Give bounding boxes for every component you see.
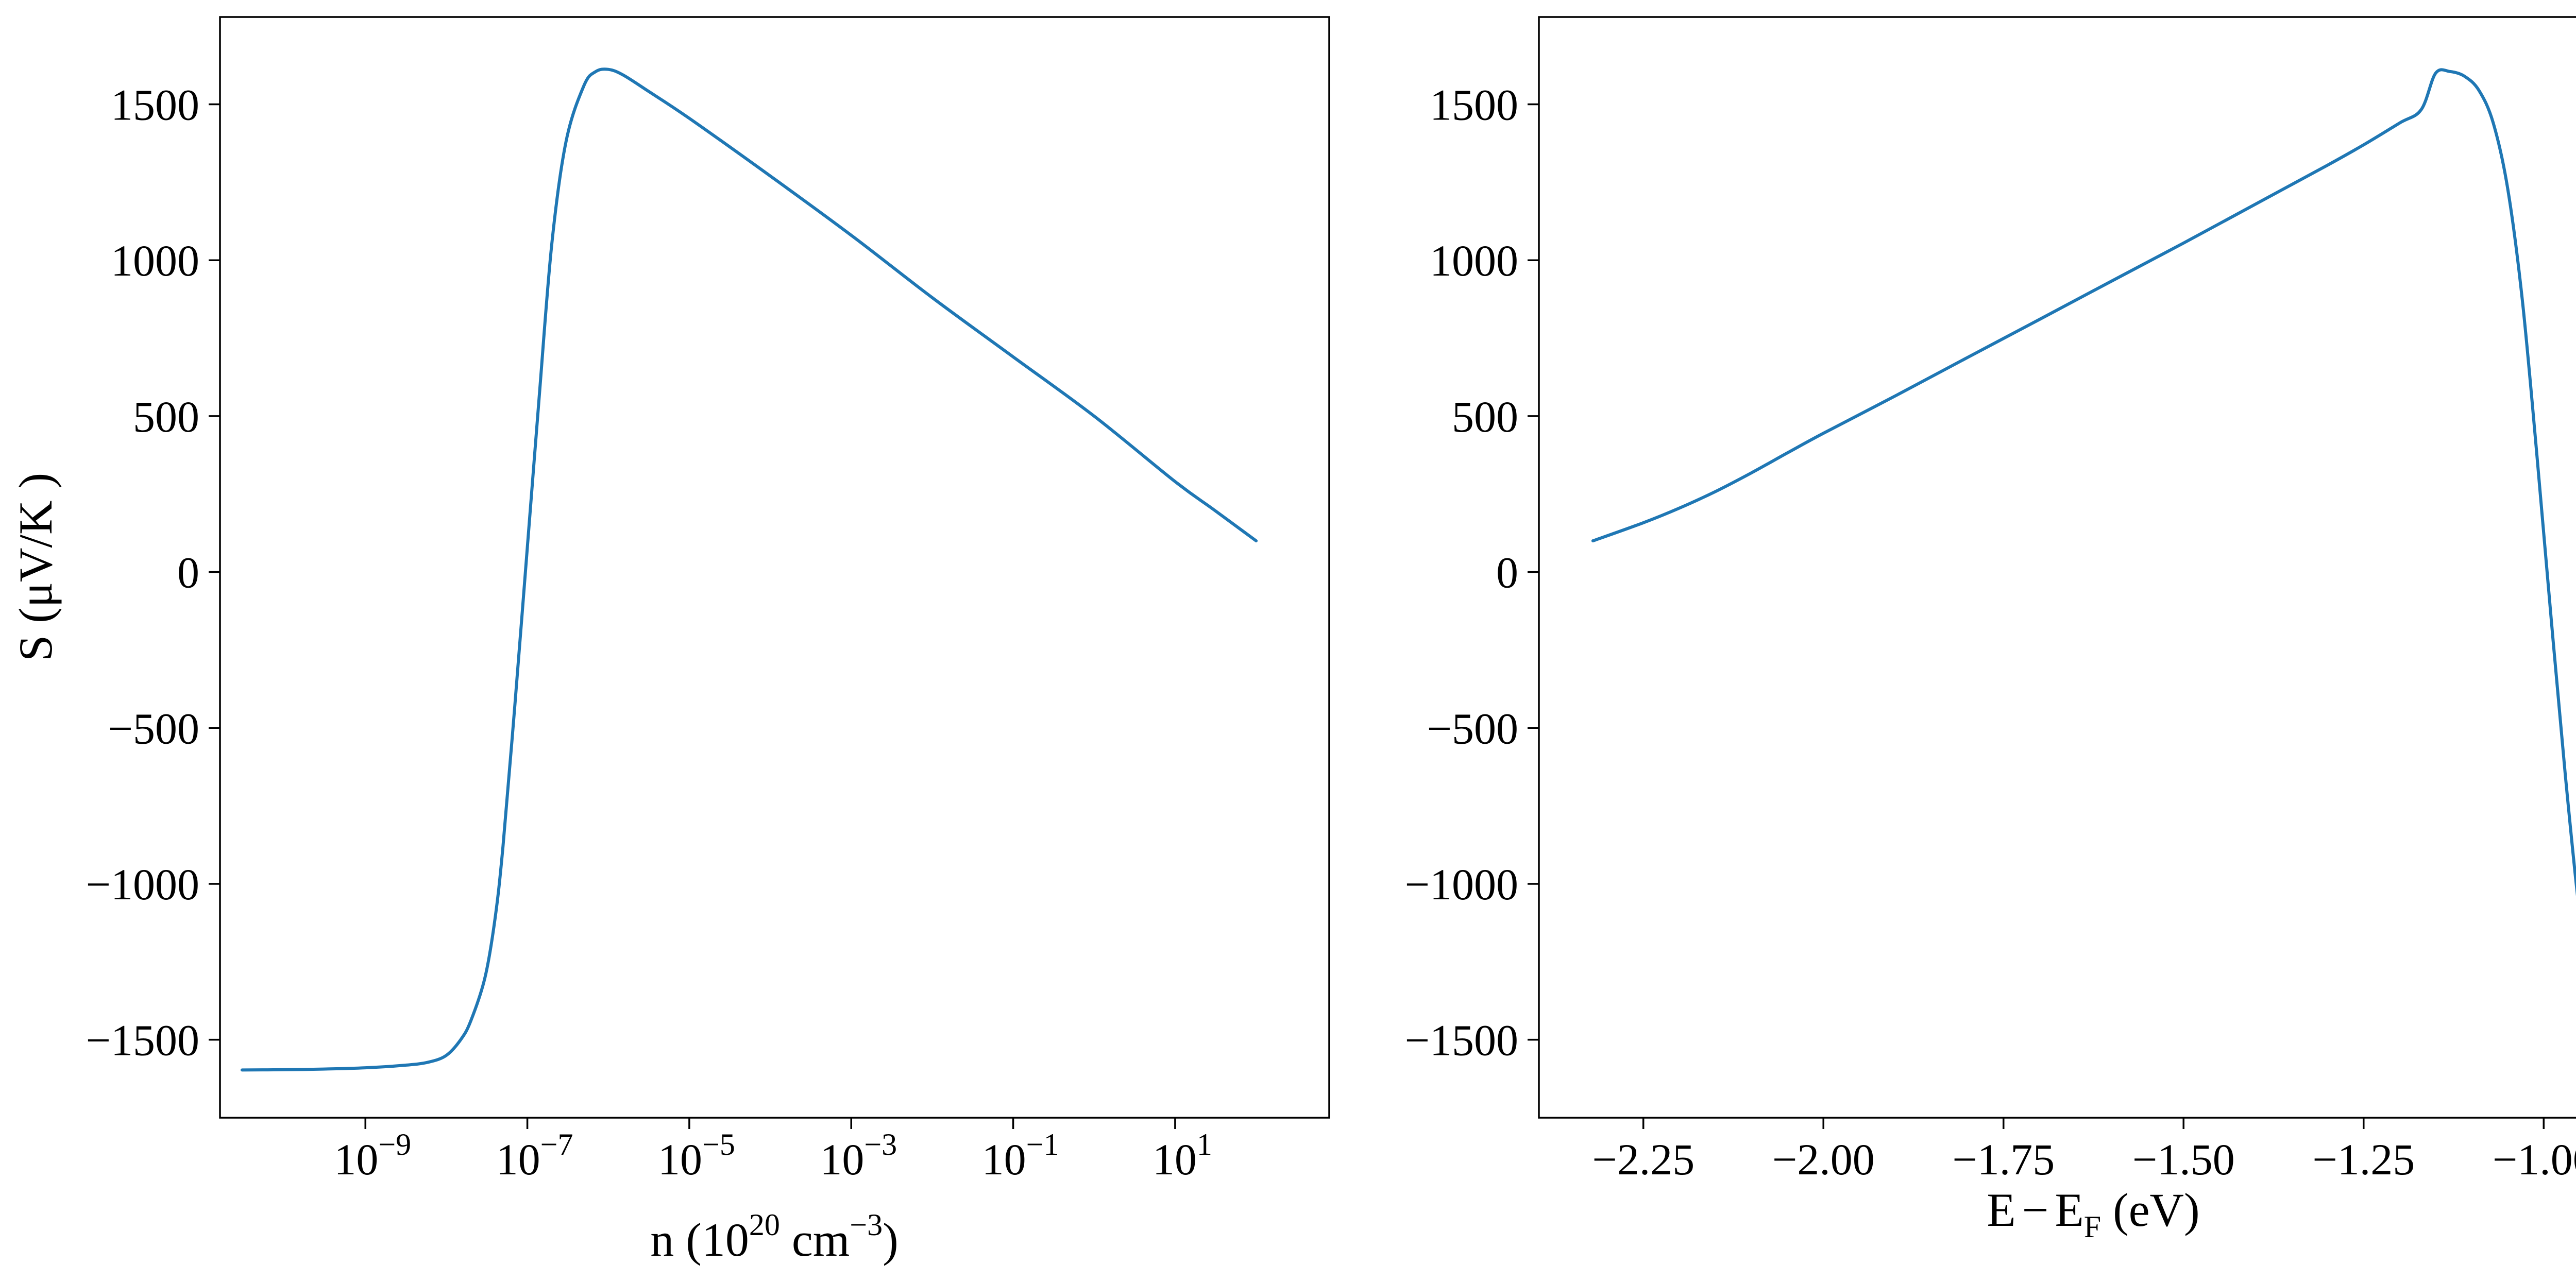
y-tick-label: −1500 (1404, 1016, 1518, 1065)
x-tick-label: −2.00 (1772, 1135, 1875, 1184)
x-tick-label: 10−1 (982, 1127, 1059, 1184)
right-x-axis-ticks: −2.25 −2.00 −1.75 −1.50 −1.25 −1.00 (1592, 1118, 2576, 1184)
x-tick-label: 101 (1153, 1127, 1212, 1184)
y-tick-label: −500 (108, 704, 199, 753)
right-seebeck-vs-energy-line (1591, 68, 2576, 897)
right-chart-panel: 1500 1000 500 0 −500 −1000 −1500 −2.25 −2.00 −1.… (1404, 16, 2576, 1244)
x-tick-label: −1.50 (2132, 1135, 2235, 1184)
y-tick-label: 1000 (111, 236, 199, 285)
x-tick-label: 10−5 (658, 1127, 735, 1184)
y-tick-label: 1500 (111, 80, 199, 130)
y-tick-label: 1000 (1430, 236, 1518, 285)
y-tick-label: 0 (1496, 548, 1518, 597)
y-tick-label: −1000 (1404, 860, 1518, 909)
left-plot-frame (219, 16, 1330, 1119)
right-y-axis-ticks: 1500 1000 500 0 −500 −1000 −1500 (1404, 80, 1539, 1065)
y-tick-label: −500 (1427, 704, 1518, 753)
left-y-axis-label: S (μV/K ) (9, 473, 62, 661)
y-tick-label: 500 (1452, 392, 1518, 441)
left-seebeck-vs-carrier-concentration-line (240, 67, 1258, 1072)
x-tick-label: −2.25 (1592, 1135, 1694, 1184)
left-x-axis-label: n (1020 cm−3) (650, 1208, 899, 1266)
left-x-axis-ticks: 10−9 10−7 10−5 10−3 10−1 101 (334, 1118, 1212, 1184)
x-tick-label: 10−3 (820, 1127, 897, 1184)
x-tick-label: −1.25 (2312, 1135, 2415, 1184)
x-tick-label: −1.75 (1952, 1135, 2055, 1184)
right-plot-frame (1538, 16, 2576, 1119)
left-y-axis-ticks: 1500 1000 500 0 −500 −1000 −1500 (86, 80, 220, 1065)
y-tick-label: −1000 (86, 860, 199, 909)
x-tick-label: −1.00 (2493, 1135, 2576, 1184)
x-tick-label: 10−7 (496, 1127, 573, 1184)
x-tick-label: 10−9 (334, 1127, 411, 1184)
y-tick-label: 500 (133, 392, 199, 441)
y-tick-label: 1500 (1430, 80, 1518, 130)
y-tick-label: −1500 (86, 1016, 199, 1065)
right-x-axis-label: E − EF (eV) (1987, 1184, 2199, 1244)
y-tick-label: 0 (177, 548, 199, 597)
